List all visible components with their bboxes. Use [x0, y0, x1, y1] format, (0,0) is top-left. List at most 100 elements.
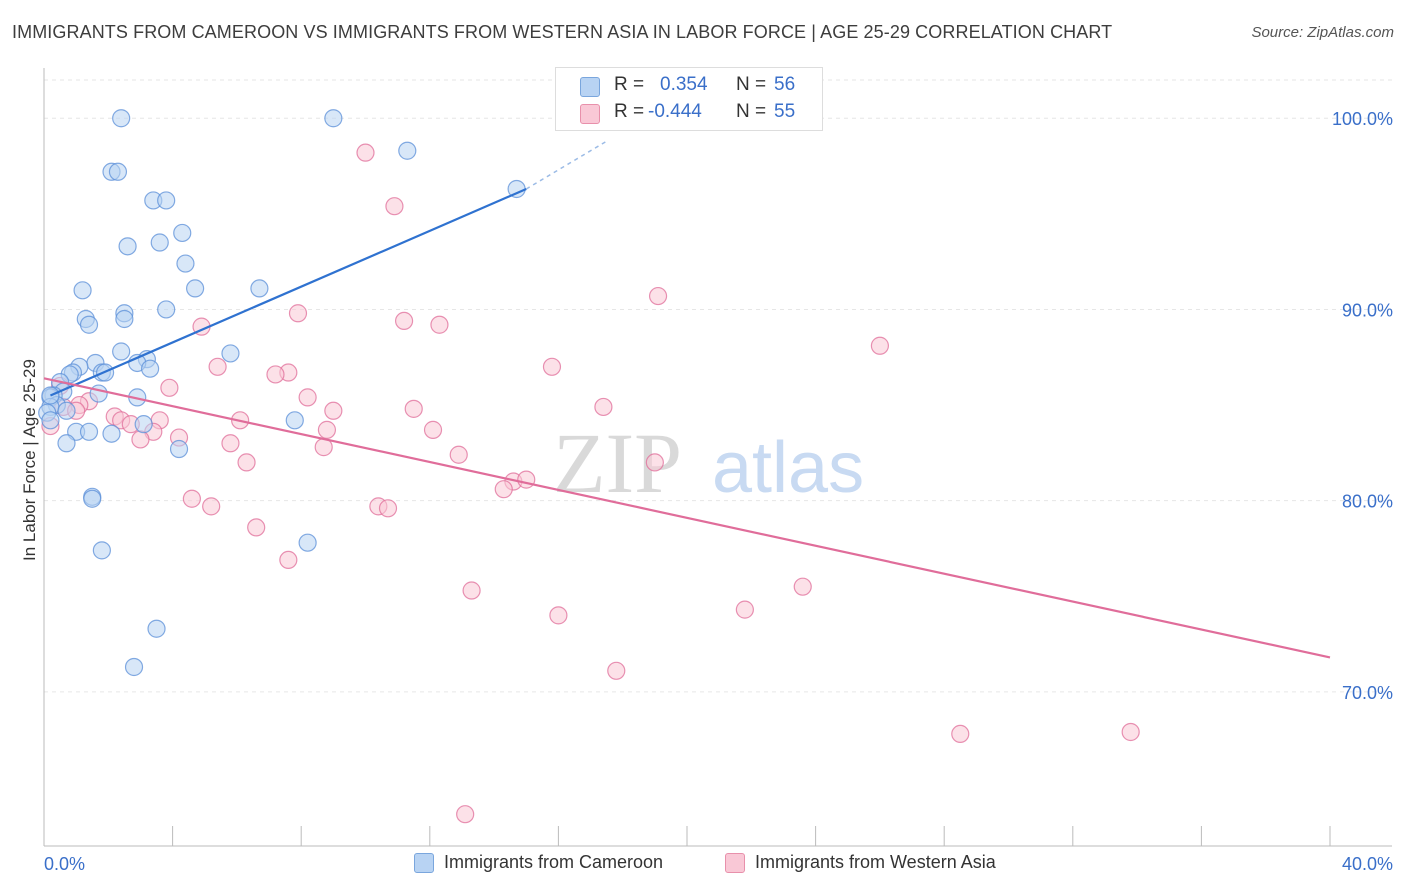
y-axis-label: In Labor Force | Age 25-29: [20, 359, 39, 561]
axes: [43, 68, 1392, 847]
stats-row-cameroon: R = 0.354 N = 56: [556, 74, 822, 100]
western-asia-point: [648, 286, 668, 306]
cameroon-point: [324, 109, 343, 128]
chart-title: IMMIGRANTS FROM CAMEROON VS IMMIGRANTS F…: [12, 22, 1113, 42]
y-tick-label: 80.0%: [1342, 492, 1393, 512]
cameroon-point: [250, 279, 269, 298]
cameroon-point: [83, 489, 102, 508]
western-asia-point: [549, 606, 568, 625]
cameroon-point: [79, 315, 99, 334]
stats-row-western-asia: R = -0.444 N = 55: [556, 101, 822, 127]
cameroon-point: [118, 237, 137, 256]
cameroon-point: [92, 541, 111, 560]
western-asia-point: [266, 365, 285, 384]
y-tick-label: 100.0%: [1332, 109, 1393, 129]
cameroon-point: [169, 439, 189, 459]
western-asia-point: [208, 357, 227, 376]
cameroon-point: [115, 309, 134, 329]
western-asia-point: [456, 805, 475, 824]
cameroon-point: [398, 141, 417, 160]
x-tick-label-min: 0.0%: [44, 854, 85, 874]
y-tick-label: 90.0%: [1342, 300, 1393, 320]
cameroon-point: [57, 401, 76, 420]
r-label: R =: [614, 74, 645, 95]
tick-labels: 70.0% 80.0% 90.0% 100.0% 0.0% 40.0%: [44, 109, 1393, 874]
trend-line-cameroon-extension: [525, 140, 608, 190]
western-asia-point: [247, 518, 266, 537]
cameroon-point: [186, 279, 205, 298]
x-tick-label-max: 40.0%: [1342, 854, 1393, 874]
y-tick-label: 70.0%: [1342, 683, 1393, 703]
cameroon-point: [176, 254, 195, 273]
grid-lines: [44, 79, 1392, 693]
western-asia-swatch: [580, 104, 600, 124]
western-asia-point: [951, 724, 970, 744]
western-asia-point: [793, 577, 812, 596]
cameroon-point: [89, 384, 108, 403]
cameroon-point: [112, 109, 131, 128]
western-asia-point: [735, 600, 754, 619]
series-cameroon-points: [38, 109, 526, 677]
cameroon-point: [173, 223, 192, 243]
western-asia-point: [288, 304, 308, 323]
cameroon-point: [73, 281, 92, 300]
western-asia-point: [237, 453, 256, 472]
trend-lines: [43, 140, 1331, 659]
western-asia-point: [870, 336, 890, 355]
cameroon-point: [134, 415, 153, 434]
cameroon-point: [112, 342, 131, 361]
r-value-western-asia: -0.444: [648, 101, 702, 122]
n-label: N =: [736, 101, 767, 122]
western-asia-point: [430, 315, 449, 334]
cameroon-point: [147, 619, 166, 638]
cameroon-point: [285, 411, 304, 430]
n-label: N =: [736, 74, 767, 95]
western-asia-point: [324, 401, 343, 420]
western-asia-point: [385, 197, 404, 216]
legend-item-cameroon[interactable]: Immigrants from Cameroon: [414, 852, 663, 873]
legend-swatch-cameroon: [414, 852, 434, 873]
source-credit: Source: ZipAtlas.com: [1251, 24, 1394, 41]
cameroon-point: [102, 424, 121, 443]
cameroon-point: [221, 344, 240, 363]
western-asia-point: [542, 357, 562, 376]
western-asia-point: [404, 399, 423, 418]
western-asia-point: [202, 497, 221, 516]
cameroon-point: [79, 422, 99, 441]
western-asia-point: [645, 453, 664, 472]
cameroon-point: [157, 191, 176, 210]
legend-label-cameroon: Immigrants from Cameroon: [444, 852, 664, 872]
western-asia-point: [298, 388, 317, 407]
cameroon-point: [108, 162, 128, 181]
western-asia-point: [131, 430, 150, 449]
bottom-legend: Immigrants from Cameroon Immigrants from…: [0, 852, 1406, 878]
western-asia-point: [279, 550, 298, 570]
watermark: ZIP atlas: [553, 415, 864, 511]
western-asia-point: [356, 143, 375, 162]
western-asia-point: [221, 434, 240, 453]
cameroon-swatch: [580, 77, 600, 97]
western-asia-point: [517, 470, 536, 489]
n-value-cameroon: 56: [774, 74, 796, 95]
cameroon-point: [150, 233, 169, 252]
n-value-western-asia: 55: [774, 101, 796, 122]
western-asia-point: [394, 311, 414, 331]
western-asia-point: [494, 480, 513, 499]
western-asia-point: [594, 397, 613, 417]
western-asia-point: [607, 661, 626, 680]
western-asia-point: [160, 378, 179, 397]
western-asia-point: [1121, 722, 1140, 742]
r-label: R =: [614, 101, 645, 122]
trend-line-cameroon: [49, 187, 527, 397]
legend-swatch-western-asia: [725, 852, 745, 873]
legend-item-western-asia[interactable]: Immigrants from Western Asia: [725, 852, 996, 873]
western-asia-point: [423, 420, 443, 439]
cameroon-point: [298, 533, 317, 552]
cameroon-point: [157, 300, 176, 319]
western-asia-point: [378, 499, 398, 518]
watermark-atlas: atlas: [712, 428, 864, 508]
r-value-cameroon: 0.354: [660, 74, 708, 95]
stats-legend: R = 0.354 N = 56 R = -0.444 N = 55: [555, 67, 823, 131]
legend-label-western-asia: Immigrants from Western Asia: [755, 852, 996, 872]
